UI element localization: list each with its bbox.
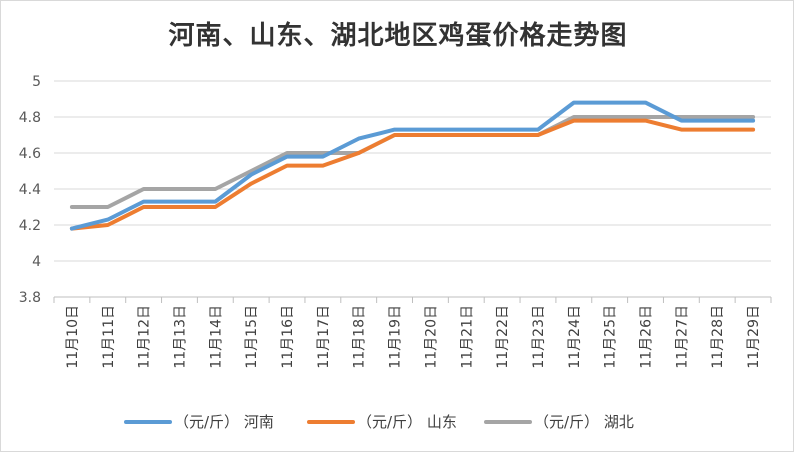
x-tick-label: 11月23日 — [531, 305, 547, 369]
x-tick-label: 11月15日 — [244, 305, 260, 369]
x-tick-label: 11月16日 — [280, 305, 296, 369]
y-axis-ticks: 3.8 4 4.2 4.4 4.6 4.8 5 — [19, 74, 41, 306]
x-tick-label: 11月29日 — [746, 305, 762, 369]
y-tick-label: 4.6 — [19, 146, 41, 162]
series-lines — [69, 100, 756, 231]
x-tick-label: 11月26日 — [639, 305, 655, 369]
x-tick-label: 11月20日 — [423, 305, 439, 369]
y-tick-label: 4.2 — [19, 218, 41, 234]
legend-label: （元/斤） 山东 — [357, 413, 457, 431]
x-tick-label: 11月18日 — [352, 305, 368, 369]
x-tick-label: 11月11日 — [101, 305, 117, 369]
x-tick-label: 11月17日 — [316, 305, 332, 369]
y-tick-label: 4 — [32, 254, 41, 270]
legend: （元/斤） 河南 （元/斤） 山东 （元/斤） 湖北 — [124, 413, 634, 431]
gridlines — [53, 80, 772, 303]
x-tick-label: 11月19日 — [388, 305, 404, 369]
x-tick-label: 11月25日 — [603, 305, 619, 369]
x-axis-ticks: 11月10日 11月11日 11月12日 11月13日 11月14日 11月15日 11月1… — [65, 305, 762, 369]
x-tick-label: 11月22日 — [495, 305, 511, 369]
x-tick-label: 11月14日 — [208, 305, 224, 369]
x-tick-label: 11月24日 — [567, 305, 583, 369]
x-tick-label: 11月10日 — [65, 305, 81, 369]
legend-label: （元/斤） 河南 — [174, 413, 274, 431]
x-tick-label: 11月12日 — [137, 305, 153, 369]
x-tick-label: 11月13日 — [172, 305, 188, 369]
x-tick-label: 11月21日 — [459, 305, 475, 369]
y-tick-label: 5 — [32, 74, 41, 90]
series-line — [69, 100, 756, 231]
series-line — [69, 118, 756, 231]
legend-label: （元/斤） 湖北 — [534, 413, 634, 431]
chart-title: 河南、山东、湖北地区鸡蛋价格走势图 — [168, 21, 628, 51]
x-tick-label: 11月27日 — [674, 305, 690, 369]
y-tick-label: 4.8 — [19, 110, 41, 126]
y-tick-label: 3.8 — [19, 290, 41, 306]
x-tick-label: 11月28日 — [710, 305, 726, 369]
y-tick-label: 4.4 — [19, 182, 41, 198]
